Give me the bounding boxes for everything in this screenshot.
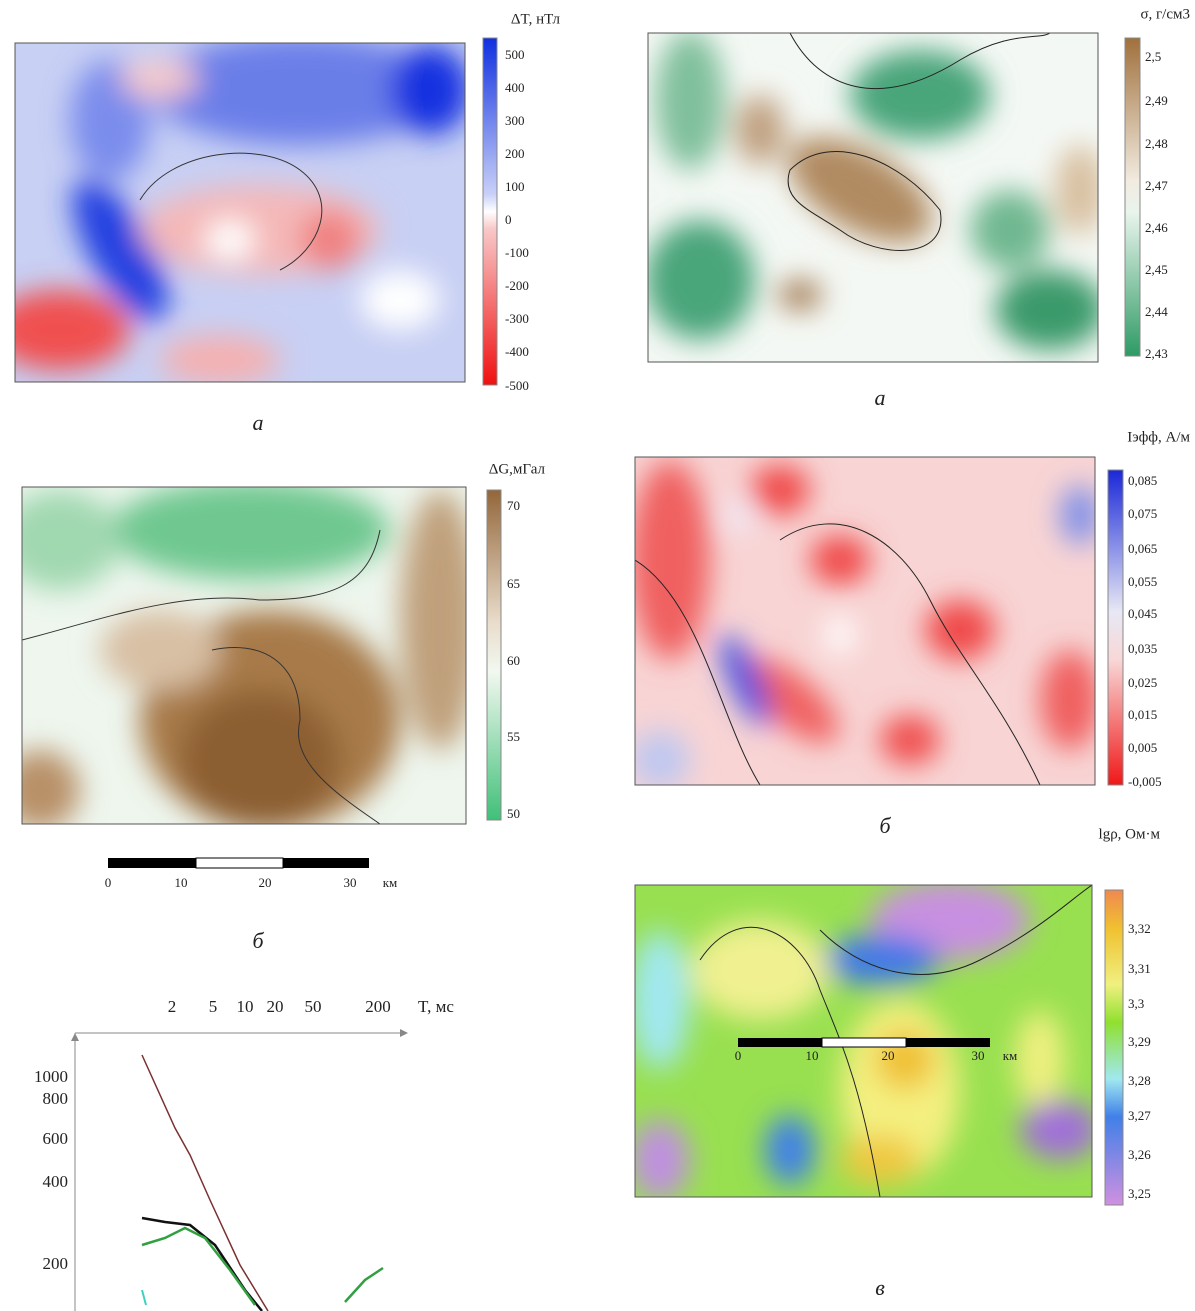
colorbar-unit: σ, г/см3 <box>1140 6 1190 22</box>
colorbar-label: 2,49 <box>1145 93 1168 108</box>
colorbar-label: 3,28 <box>1128 1073 1151 1088</box>
colorbar-label: -300 <box>505 311 529 326</box>
colorbar-label: 0,005 <box>1128 740 1157 755</box>
x-tick-label: 200 <box>365 997 391 1016</box>
x-tick-label: 50 <box>305 997 322 1016</box>
colorbar-label: 2,43 <box>1145 346 1168 361</box>
panel-caption: в <box>875 1275 885 1300</box>
colorbar-unit: ΔT, нТл <box>511 11 561 27</box>
scale-unit: км <box>1003 1048 1018 1063</box>
colorbar-label: 400 <box>505 80 525 95</box>
map-magnetization <box>635 457 1095 785</box>
colorbar-label: 300 <box>505 113 525 128</box>
scale-label: 20 <box>259 875 272 890</box>
colorbar-label: 50 <box>507 806 520 821</box>
colorbar-label: 0,025 <box>1128 675 1157 690</box>
colorbar-label: 3,31 <box>1128 961 1151 976</box>
colorbar-label: 200 <box>505 146 525 161</box>
y-tick-label: 600 <box>43 1129 69 1148</box>
scale-bar <box>738 1037 990 1048</box>
colorbar-label: 0,015 <box>1128 707 1157 722</box>
x-tick-label: 2 <box>168 997 177 1016</box>
map-gravity <box>22 487 466 824</box>
scale-label: 20 <box>882 1048 895 1063</box>
scale-label: 0 <box>105 875 112 890</box>
panel-caption: б <box>879 813 891 838</box>
colorbar-label: 70 <box>507 498 520 513</box>
colorbar-label: -100 <box>505 245 529 260</box>
colorbar-label: 3,32 <box>1128 921 1151 936</box>
panel-caption: а <box>875 385 886 410</box>
colorbar-label: 0,075 <box>1128 506 1157 521</box>
colorbar-label: 2,47 <box>1145 178 1168 193</box>
colorbar-label: 3,26 <box>1128 1147 1151 1162</box>
colorbar-label: 0 <box>505 212 512 227</box>
sounding-plot <box>71 1029 408 1311</box>
colorbar-label: 2,5 <box>1145 49 1161 64</box>
colorbar-label: 0,065 <box>1128 541 1157 556</box>
scale-label: 30 <box>972 1048 985 1063</box>
scale-label: 10 <box>806 1048 819 1063</box>
colorbar-label: 0,035 <box>1128 641 1157 656</box>
x-tick-label: 10 <box>237 997 254 1016</box>
colorbar-unit: ΔG,мГал <box>489 461 546 477</box>
y-tick-label: 1000 <box>34 1067 68 1086</box>
y-tick-label: 200 <box>43 1254 69 1273</box>
colorbar-unit: lgρ, Ом·м <box>1099 826 1161 842</box>
map-magnetic <box>15 43 465 382</box>
y-tick-label: 400 <box>43 1172 69 1191</box>
colorbar-label: 60 <box>507 653 520 668</box>
panel-caption: б <box>252 928 264 953</box>
colorbar-unit: Iэфф, А/м <box>1127 429 1190 445</box>
panel-caption: а <box>253 410 264 435</box>
colorbar-label: 2,45 <box>1145 262 1168 277</box>
colorbar-label: 3,29 <box>1128 1034 1151 1049</box>
colorbar-label: -0,005 <box>1128 774 1162 789</box>
colorbar-label: -200 <box>505 278 529 293</box>
scale-label: 30 <box>344 875 357 890</box>
x-tick-label: 20 <box>267 997 284 1016</box>
scale-bar <box>108 857 369 869</box>
scale-label: 10 <box>175 875 188 890</box>
colorbar-label: 500 <box>505 47 525 62</box>
x-tick-label: 5 <box>209 997 218 1016</box>
colorbar-label: 2,48 <box>1145 136 1168 151</box>
colorbar-label: 3,27 <box>1128 1108 1151 1123</box>
colorbar-label: 3,3 <box>1128 996 1144 1011</box>
colorbar-label: 3,25 <box>1128 1186 1151 1201</box>
colorbar-label: 0,085 <box>1128 473 1157 488</box>
colorbar-label: 0,055 <box>1128 574 1157 589</box>
colorbar-label: 65 <box>507 576 520 591</box>
y-tick-label: 800 <box>43 1089 69 1108</box>
colorbar-label: -400 <box>505 344 529 359</box>
scale-unit: км <box>383 875 398 890</box>
colorbar-label: 55 <box>507 729 520 744</box>
x-axis-label: T, мс <box>418 997 454 1016</box>
colorbar-label: -500 <box>505 378 529 393</box>
scale-label: 0 <box>735 1048 742 1063</box>
colorbar-label: 0,045 <box>1128 606 1157 621</box>
colorbar-label: 100 <box>505 179 525 194</box>
map-density <box>648 33 1098 362</box>
colorbar-label: 2,46 <box>1145 220 1168 235</box>
colorbar-label: 2,44 <box>1145 304 1168 319</box>
